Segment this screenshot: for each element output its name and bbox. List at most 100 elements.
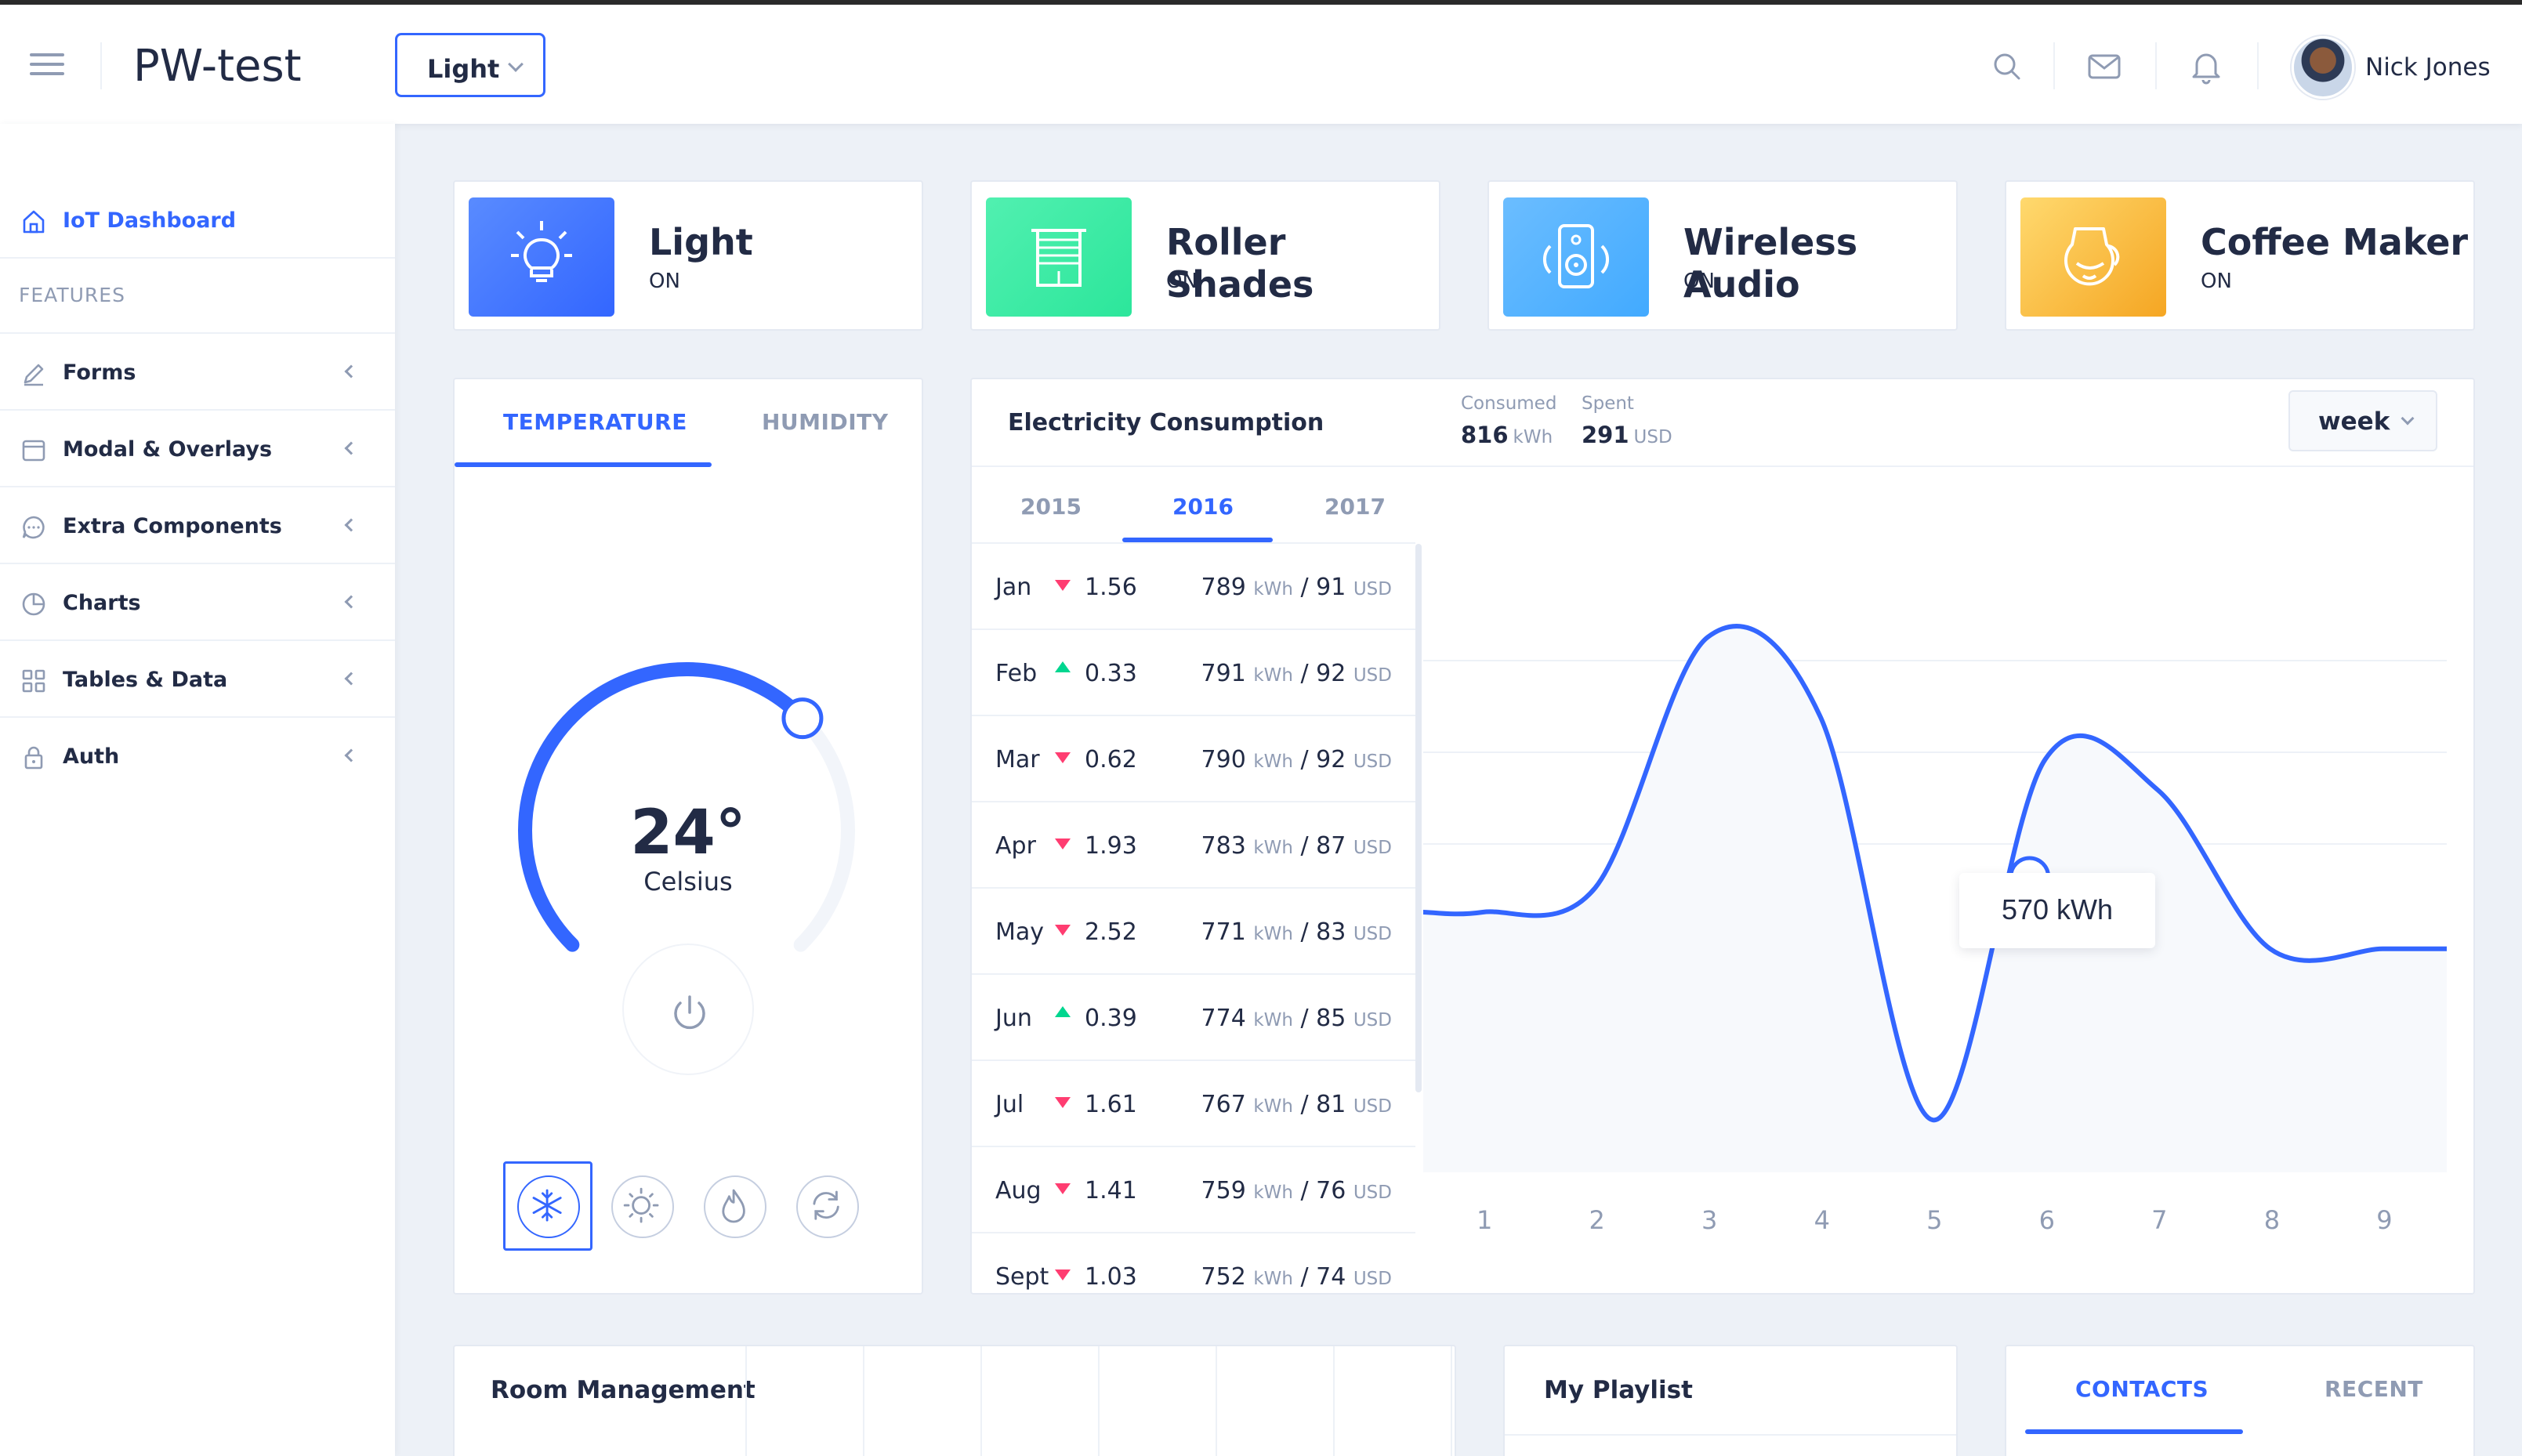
month-label: Sept bbox=[995, 1263, 1049, 1291]
tab-temperature[interactable]: TEMPERATURE bbox=[503, 409, 687, 435]
electricity-title: Electricity Consumption bbox=[1008, 409, 1324, 436]
status-card-title: Light bbox=[649, 221, 753, 263]
spent-number: 291 bbox=[1582, 422, 1629, 448]
lock-icon bbox=[24, 746, 43, 770]
month-label: Jun bbox=[995, 1005, 1032, 1032]
chart-tooltip-text: 570 kWh bbox=[2001, 893, 2114, 925]
menu-toggle-icon[interactable] bbox=[30, 53, 64, 75]
power-icon bbox=[674, 995, 705, 1030]
status-card-state: ON bbox=[1166, 270, 1198, 293]
mail-icon[interactable] bbox=[2086, 49, 2122, 85]
month-row[interactable]: Sept 1.03 752 kWh / 74 USD bbox=[972, 1233, 1415, 1293]
sidebar-item-label: Modal & Overlays bbox=[63, 437, 273, 462]
electricity-divider bbox=[972, 465, 2473, 467]
status-card-title: Wireless Audio bbox=[1683, 221, 1858, 306]
month-list-scrollbar[interactable] bbox=[1415, 544, 1422, 1092]
tab-recent[interactable]: RECENT bbox=[2325, 1376, 2423, 1402]
refresh-icon bbox=[813, 1190, 839, 1220]
status-card-title: Roller Shades bbox=[1166, 221, 1314, 306]
month-row[interactable]: Apr 1.93 783 kWh / 87 USD bbox=[972, 802, 1415, 889]
month-consumption: 767 kWh / 81 USD bbox=[1201, 1091, 1392, 1118]
month-row[interactable]: Feb 0.33 791 kWh / 92 USD bbox=[972, 630, 1415, 716]
tab-year-2016[interactable]: 2016 bbox=[1172, 494, 1234, 520]
status-card-roller-shades[interactable]: Roller Shades ON bbox=[970, 180, 1440, 331]
mode-heat-button[interactable] bbox=[704, 1175, 766, 1238]
month-label: Jan bbox=[995, 574, 1032, 601]
month-row[interactable]: Jan 1.56 789 kWh / 91 USD bbox=[972, 544, 1415, 630]
mode-warm-button[interactable] bbox=[611, 1175, 674, 1238]
chevron-left-icon bbox=[344, 748, 358, 762]
month-delta: 2.52 bbox=[1085, 918, 1137, 946]
sidebar-item-label: Auth bbox=[63, 744, 120, 769]
status-card-title: Coffee Maker bbox=[2201, 221, 2469, 263]
chart-series-line bbox=[1422, 624, 2447, 1123]
sidebar-item-charts[interactable]: Charts bbox=[0, 564, 395, 641]
month-delta: 1.03 bbox=[1085, 1263, 1137, 1291]
header: PW-test Light Nick Jones bbox=[0, 5, 2522, 124]
sidebar-item-auth[interactable]: Auth bbox=[0, 718, 395, 795]
month-row[interactable]: Jun 0.39 774 kWh / 85 USD bbox=[972, 975, 1415, 1061]
month-row[interactable]: Jul 1.61 767 kWh / 81 USD bbox=[972, 1061, 1415, 1147]
tab-humidity[interactable]: HUMIDITY bbox=[762, 409, 889, 435]
month-consumption: 774 kWh / 85 USD bbox=[1201, 1005, 1392, 1032]
sidebar-item-iot-dashboard[interactable]: IoT Dashboard bbox=[0, 182, 395, 259]
sidebar-item-modal-overlays[interactable]: Modal & Overlays bbox=[0, 411, 395, 487]
chart-x-tick: 2 bbox=[1589, 1205, 1605, 1235]
month-row[interactable]: May 2.52 771 kWh / 83 USD bbox=[972, 889, 1415, 975]
sidebar-item-label: Forms bbox=[63, 360, 136, 385]
app-title[interactable]: PW-test bbox=[133, 41, 302, 92]
tab-year-2015[interactable]: 2015 bbox=[1020, 494, 1082, 520]
status-card-state: ON bbox=[649, 270, 680, 293]
sidebar-item-forms[interactable]: Forms bbox=[0, 334, 395, 411]
month-delta: 0.39 bbox=[1085, 1005, 1137, 1032]
month-delta: 0.62 bbox=[1085, 746, 1137, 773]
month-row[interactable]: Aug 1.41 759 kWh / 76 USD bbox=[972, 1147, 1415, 1233]
contacts-tab-underline bbox=[2025, 1429, 2243, 1434]
chevron-down-icon bbox=[508, 56, 524, 72]
chevron-left-icon bbox=[344, 595, 358, 609]
electricity-card: Electricity Consumption Consumed 816 kWh … bbox=[970, 378, 2475, 1295]
sidebar-item-extra-components[interactable]: Extra Components bbox=[0, 487, 395, 564]
trend-down-icon bbox=[1055, 1183, 1071, 1194]
mode-auto-button[interactable] bbox=[796, 1175, 859, 1238]
window-top-border bbox=[0, 0, 2522, 5]
period-select[interactable]: week bbox=[2288, 390, 2437, 451]
room-management-card: Room Management bbox=[453, 1345, 1456, 1456]
status-card-light[interactable]: Light ON bbox=[453, 180, 923, 331]
search-icon[interactable] bbox=[1989, 49, 2025, 85]
tab-contacts[interactable]: CONTACTS bbox=[2075, 1376, 2209, 1402]
status-card-icon-box bbox=[986, 197, 1132, 317]
chart-tooltip: 570 kWh bbox=[1959, 873, 2155, 948]
trend-down-icon bbox=[1055, 752, 1071, 763]
tab-underline bbox=[455, 462, 712, 467]
temperature-unit: Celsius bbox=[643, 867, 733, 896]
theme-select[interactable]: Light bbox=[395, 33, 545, 97]
dial-knob[interactable] bbox=[781, 697, 824, 740]
status-card-wireless-audio[interactable]: Wireless Audio ON bbox=[1487, 180, 1958, 331]
month-row[interactable]: Mar 0.62 790 kWh / 92 USD bbox=[972, 716, 1415, 802]
month-label: Jul bbox=[995, 1091, 1024, 1118]
header-divider bbox=[2053, 42, 2055, 89]
tab-year-2017[interactable]: 2017 bbox=[1324, 494, 1386, 520]
sidebar-item-tables-data[interactable]: Tables & Data bbox=[0, 641, 395, 718]
trend-up-icon bbox=[1055, 661, 1071, 672]
mode-cool-button[interactable] bbox=[503, 1161, 592, 1251]
chart-x-tick: 6 bbox=[2039, 1205, 2055, 1235]
sidebar-item-label: Tables & Data bbox=[63, 668, 228, 692]
avatar[interactable] bbox=[2292, 36, 2354, 99]
chart-x-tick: 3 bbox=[1701, 1205, 1717, 1235]
bell-icon[interactable] bbox=[2188, 49, 2224, 85]
status-card-coffee-maker[interactable]: Coffee Maker ON bbox=[2005, 180, 2475, 331]
consumption-chart: 1 2 3 4 5 6 7 8 9 bbox=[1422, 467, 2447, 1293]
trend-down-icon bbox=[1055, 580, 1071, 591]
roller-shades-icon bbox=[1031, 229, 1086, 287]
power-button[interactable] bbox=[622, 944, 754, 1075]
chart-x-tick: 7 bbox=[2151, 1205, 2167, 1235]
lightbulb-icon bbox=[511, 221, 572, 282]
consumed-unit: kWh bbox=[1513, 427, 1553, 447]
chart-x-tick: 5 bbox=[1926, 1205, 1942, 1235]
temperature-dial[interactable] bbox=[502, 646, 878, 1022]
user-name[interactable]: Nick Jones bbox=[2365, 53, 2491, 81]
home-icon bbox=[23, 210, 45, 234]
